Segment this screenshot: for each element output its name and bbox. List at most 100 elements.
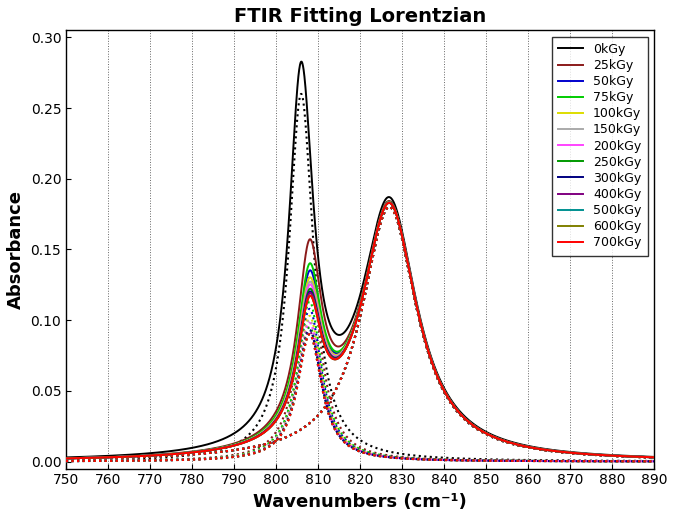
0kGy [123, 452, 131, 458]
250kGy [658, 454, 666, 461]
50kGy [646, 454, 654, 461]
400kGy [123, 454, 131, 460]
0kGy [312, 231, 320, 237]
400kGy [54, 455, 62, 462]
75kGy [54, 455, 62, 462]
Legend: 0kGy, 25kGy, 50kGy, 75kGy, 100kGy, 150kGy, 200kGy, 250kGy, 300kGy, 400kGy, 500kG: 0kGy, 25kGy, 50kGy, 75kGy, 100kGy, 150kG… [552, 37, 648, 255]
300kGy [286, 387, 294, 393]
200kGy [158, 452, 166, 458]
250kGy [646, 454, 654, 461]
Line: 300kGy: 300kGy [58, 203, 662, 458]
150kGy [582, 451, 590, 457]
200kGy [385, 199, 393, 206]
700kGy [582, 451, 590, 457]
100kGy [582, 451, 590, 457]
600kGy [385, 200, 393, 206]
25kGy [286, 368, 294, 375]
25kGy [123, 453, 131, 459]
50kGy [123, 453, 131, 459]
300kGy [123, 454, 131, 460]
100kGy [311, 291, 319, 297]
250kGy [158, 452, 166, 458]
X-axis label: Wavenumbers (cm⁻¹): Wavenumbers (cm⁻¹) [253, 493, 467, 511]
300kGy [54, 455, 62, 462]
600kGy [158, 452, 166, 458]
Line: 250kGy: 250kGy [58, 203, 662, 458]
500kGy [385, 200, 393, 206]
150kGy [286, 383, 294, 390]
0kGy [646, 454, 654, 460]
50kGy [385, 199, 393, 205]
150kGy [311, 294, 319, 300]
250kGy [123, 453, 131, 459]
400kGy [582, 451, 590, 457]
600kGy [123, 454, 131, 460]
250kGy [311, 300, 319, 307]
300kGy [311, 303, 319, 309]
100kGy [54, 455, 62, 462]
75kGy [286, 377, 294, 383]
Line: 150kGy: 150kGy [58, 203, 662, 458]
700kGy [385, 200, 393, 206]
400kGy [158, 452, 166, 458]
75kGy [123, 453, 131, 459]
Line: 75kGy: 75kGy [58, 202, 662, 458]
200kGy [311, 297, 319, 303]
500kGy [123, 454, 131, 460]
25kGy [385, 198, 393, 204]
50kGy [158, 452, 166, 458]
600kGy [311, 306, 319, 312]
Line: 400kGy: 400kGy [58, 203, 662, 458]
300kGy [582, 451, 590, 457]
150kGy [385, 199, 393, 206]
600kGy [646, 454, 654, 461]
100kGy [123, 453, 131, 459]
200kGy [54, 455, 62, 462]
600kGy [582, 451, 590, 457]
600kGy [286, 388, 294, 394]
150kGy [158, 452, 166, 458]
250kGy [582, 451, 590, 457]
400kGy [658, 454, 666, 461]
200kGy [646, 454, 654, 461]
0kGy [658, 454, 666, 461]
250kGy [385, 199, 393, 206]
700kGy [286, 388, 294, 394]
200kGy [123, 453, 131, 459]
150kGy [646, 454, 654, 461]
Line: 50kGy: 50kGy [58, 202, 662, 458]
Line: 500kGy: 500kGy [58, 203, 662, 458]
700kGy [311, 306, 319, 312]
100kGy [658, 454, 666, 461]
600kGy [658, 454, 666, 461]
25kGy [582, 451, 590, 457]
75kGy [385, 199, 393, 205]
75kGy [158, 451, 166, 457]
50kGy [54, 455, 62, 462]
50kGy [582, 451, 590, 457]
400kGy [385, 199, 393, 206]
700kGy [123, 454, 131, 460]
0kGy [297, 59, 305, 65]
700kGy [658, 454, 666, 461]
Line: 700kGy: 700kGy [58, 203, 662, 458]
0kGy [54, 454, 62, 461]
600kGy [54, 455, 62, 462]
75kGy [582, 451, 590, 457]
25kGy [54, 455, 62, 462]
700kGy [646, 454, 654, 461]
300kGy [158, 452, 166, 458]
200kGy [286, 384, 294, 391]
250kGy [286, 386, 294, 392]
300kGy [658, 454, 666, 461]
500kGy [658, 454, 666, 461]
25kGy [646, 454, 654, 460]
500kGy [646, 454, 654, 461]
500kGy [286, 388, 294, 394]
75kGy [646, 454, 654, 460]
100kGy [385, 199, 393, 205]
250kGy [54, 455, 62, 462]
500kGy [311, 306, 319, 312]
150kGy [658, 454, 666, 461]
0kGy [158, 449, 166, 455]
